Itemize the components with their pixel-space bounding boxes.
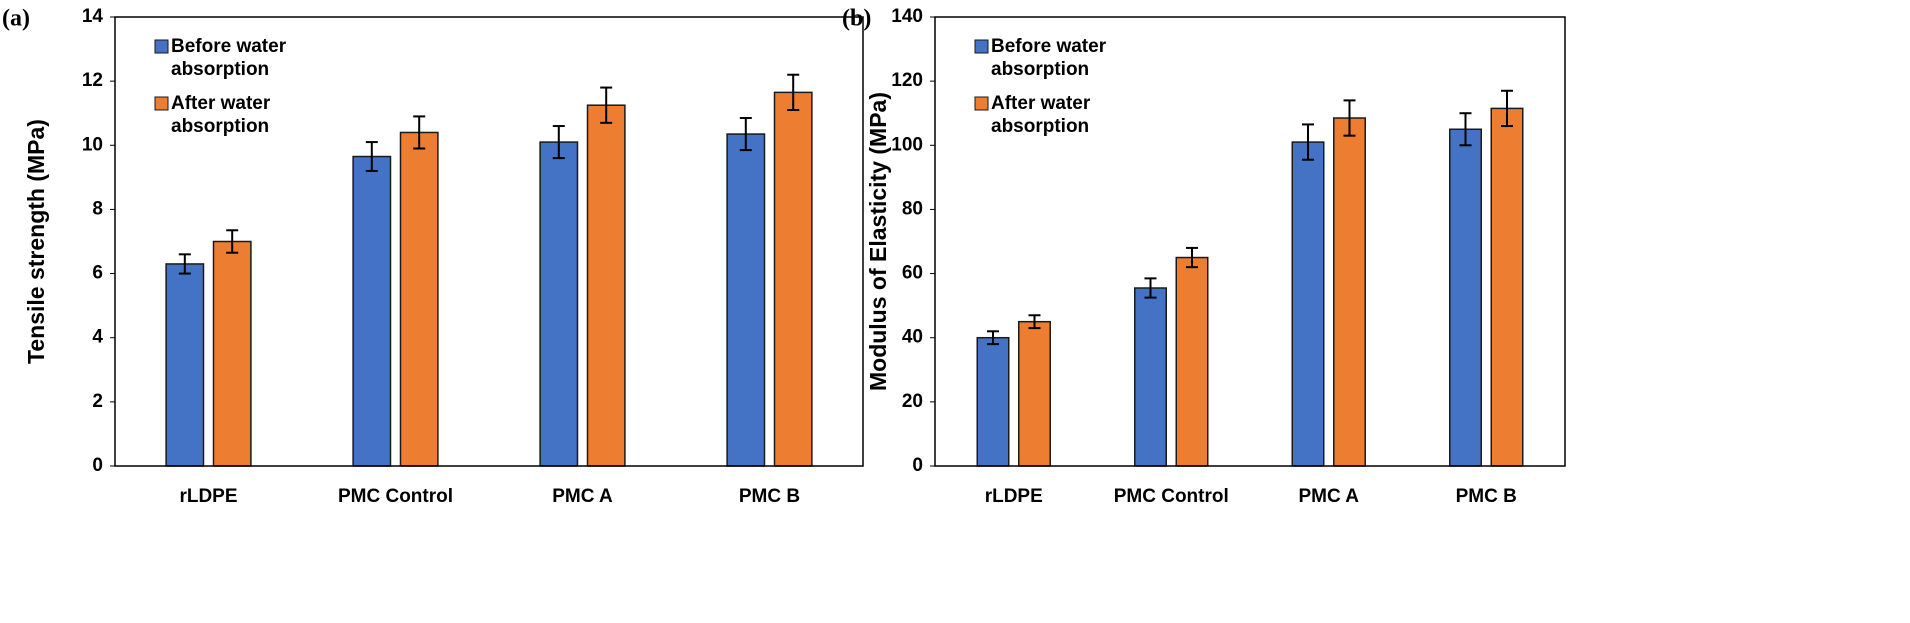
x-tick-label: rLDPE [985,486,1043,507]
y-tick-label: 2 [92,391,103,412]
error-bar [987,330,999,346]
y-tick-label: 140 [891,6,923,27]
y-tick-label: 60 [902,263,923,284]
legend-label: Before water absorption [171,36,287,80]
legend-label: Before water absorption [991,36,1107,80]
y-tick-label: 40 [902,327,923,348]
error-bar [1459,112,1472,147]
x-tick-label: PMC A [1298,486,1359,507]
bar [399,131,439,467]
error-bar [1028,314,1041,330]
error-bar [1501,89,1513,128]
y-tick-label: 4 [92,327,103,348]
error-bar [600,86,613,124]
legend-label: After water absorption [171,93,271,137]
error-bar [1343,99,1356,137]
bar [586,104,626,467]
x-tick-label: PMC B [1456,486,1517,507]
bar [1291,141,1325,467]
error-bar [365,141,378,172]
bar [352,155,392,467]
bar [1134,287,1167,467]
legend-entry: After water absorption [991,93,1091,137]
error-bar [1186,246,1198,269]
chart-panel: (b) Modulus of Elasticity (MPa) 0 20 40 60 80 1… [842,6,1566,507]
panel-label: (a) [2,6,30,32]
error-bar [178,253,191,275]
bar [1449,128,1482,467]
plot-frame [934,16,1566,467]
chart-panel: (a) Tensile strength (MPa) 0 2 4 6 8 10 12 14 rLDP… [2,6,864,507]
x-tick-label: PMC Control [1114,486,1229,507]
bar [1018,320,1051,467]
legend-swatch [154,96,169,111]
bar [773,91,813,467]
error-bar [739,117,752,152]
legend-entry: Before water absorption [171,36,287,80]
y-tick-label: 100 [891,134,923,155]
panel-label: (b) [842,6,871,32]
y-tick-label: 14 [82,6,104,27]
y-tick-label: 20 [902,391,923,412]
y-tick-label: 0 [912,455,923,476]
error-bar [1302,123,1314,161]
bar [976,336,1010,467]
plot-frame [114,16,864,467]
error-bar [413,115,426,150]
error-bar [1144,277,1157,299]
bar [1333,117,1366,467]
x-tick-label: PMC A [552,486,613,507]
legend-entry: Before water absorption [991,36,1107,80]
x-tick-label: PMC B [739,486,800,507]
y-tick-label: 120 [891,70,923,91]
y-tick-label: 8 [92,198,103,219]
legend-swatch [974,39,989,54]
bar [726,133,766,467]
y-tick-label: 80 [902,198,923,219]
error-bar [226,229,239,254]
x-tick-label: rLDPE [179,486,237,507]
y-tick-label: 6 [92,263,103,284]
bar [1490,107,1524,467]
bar [539,141,579,467]
bar [1175,256,1209,467]
y-axis-title: Tensile strength (MPa) [23,119,49,364]
x-tick-label: PMC Control [338,486,453,507]
bar [212,240,252,467]
y-axis-title: Modulus of Elasticity (MPa) [865,92,891,391]
legend-entry: After water absorption [171,93,271,137]
legend-label: After water absorption [991,93,1091,137]
legend-swatch [974,96,989,111]
y-tick-label: 12 [82,70,103,91]
y-tick-label: 0 [92,455,103,476]
error-bar [552,125,565,160]
y-tick-label: 10 [82,134,103,155]
error-bar [787,73,800,112]
legend-swatch [154,39,169,54]
bar [165,263,205,467]
